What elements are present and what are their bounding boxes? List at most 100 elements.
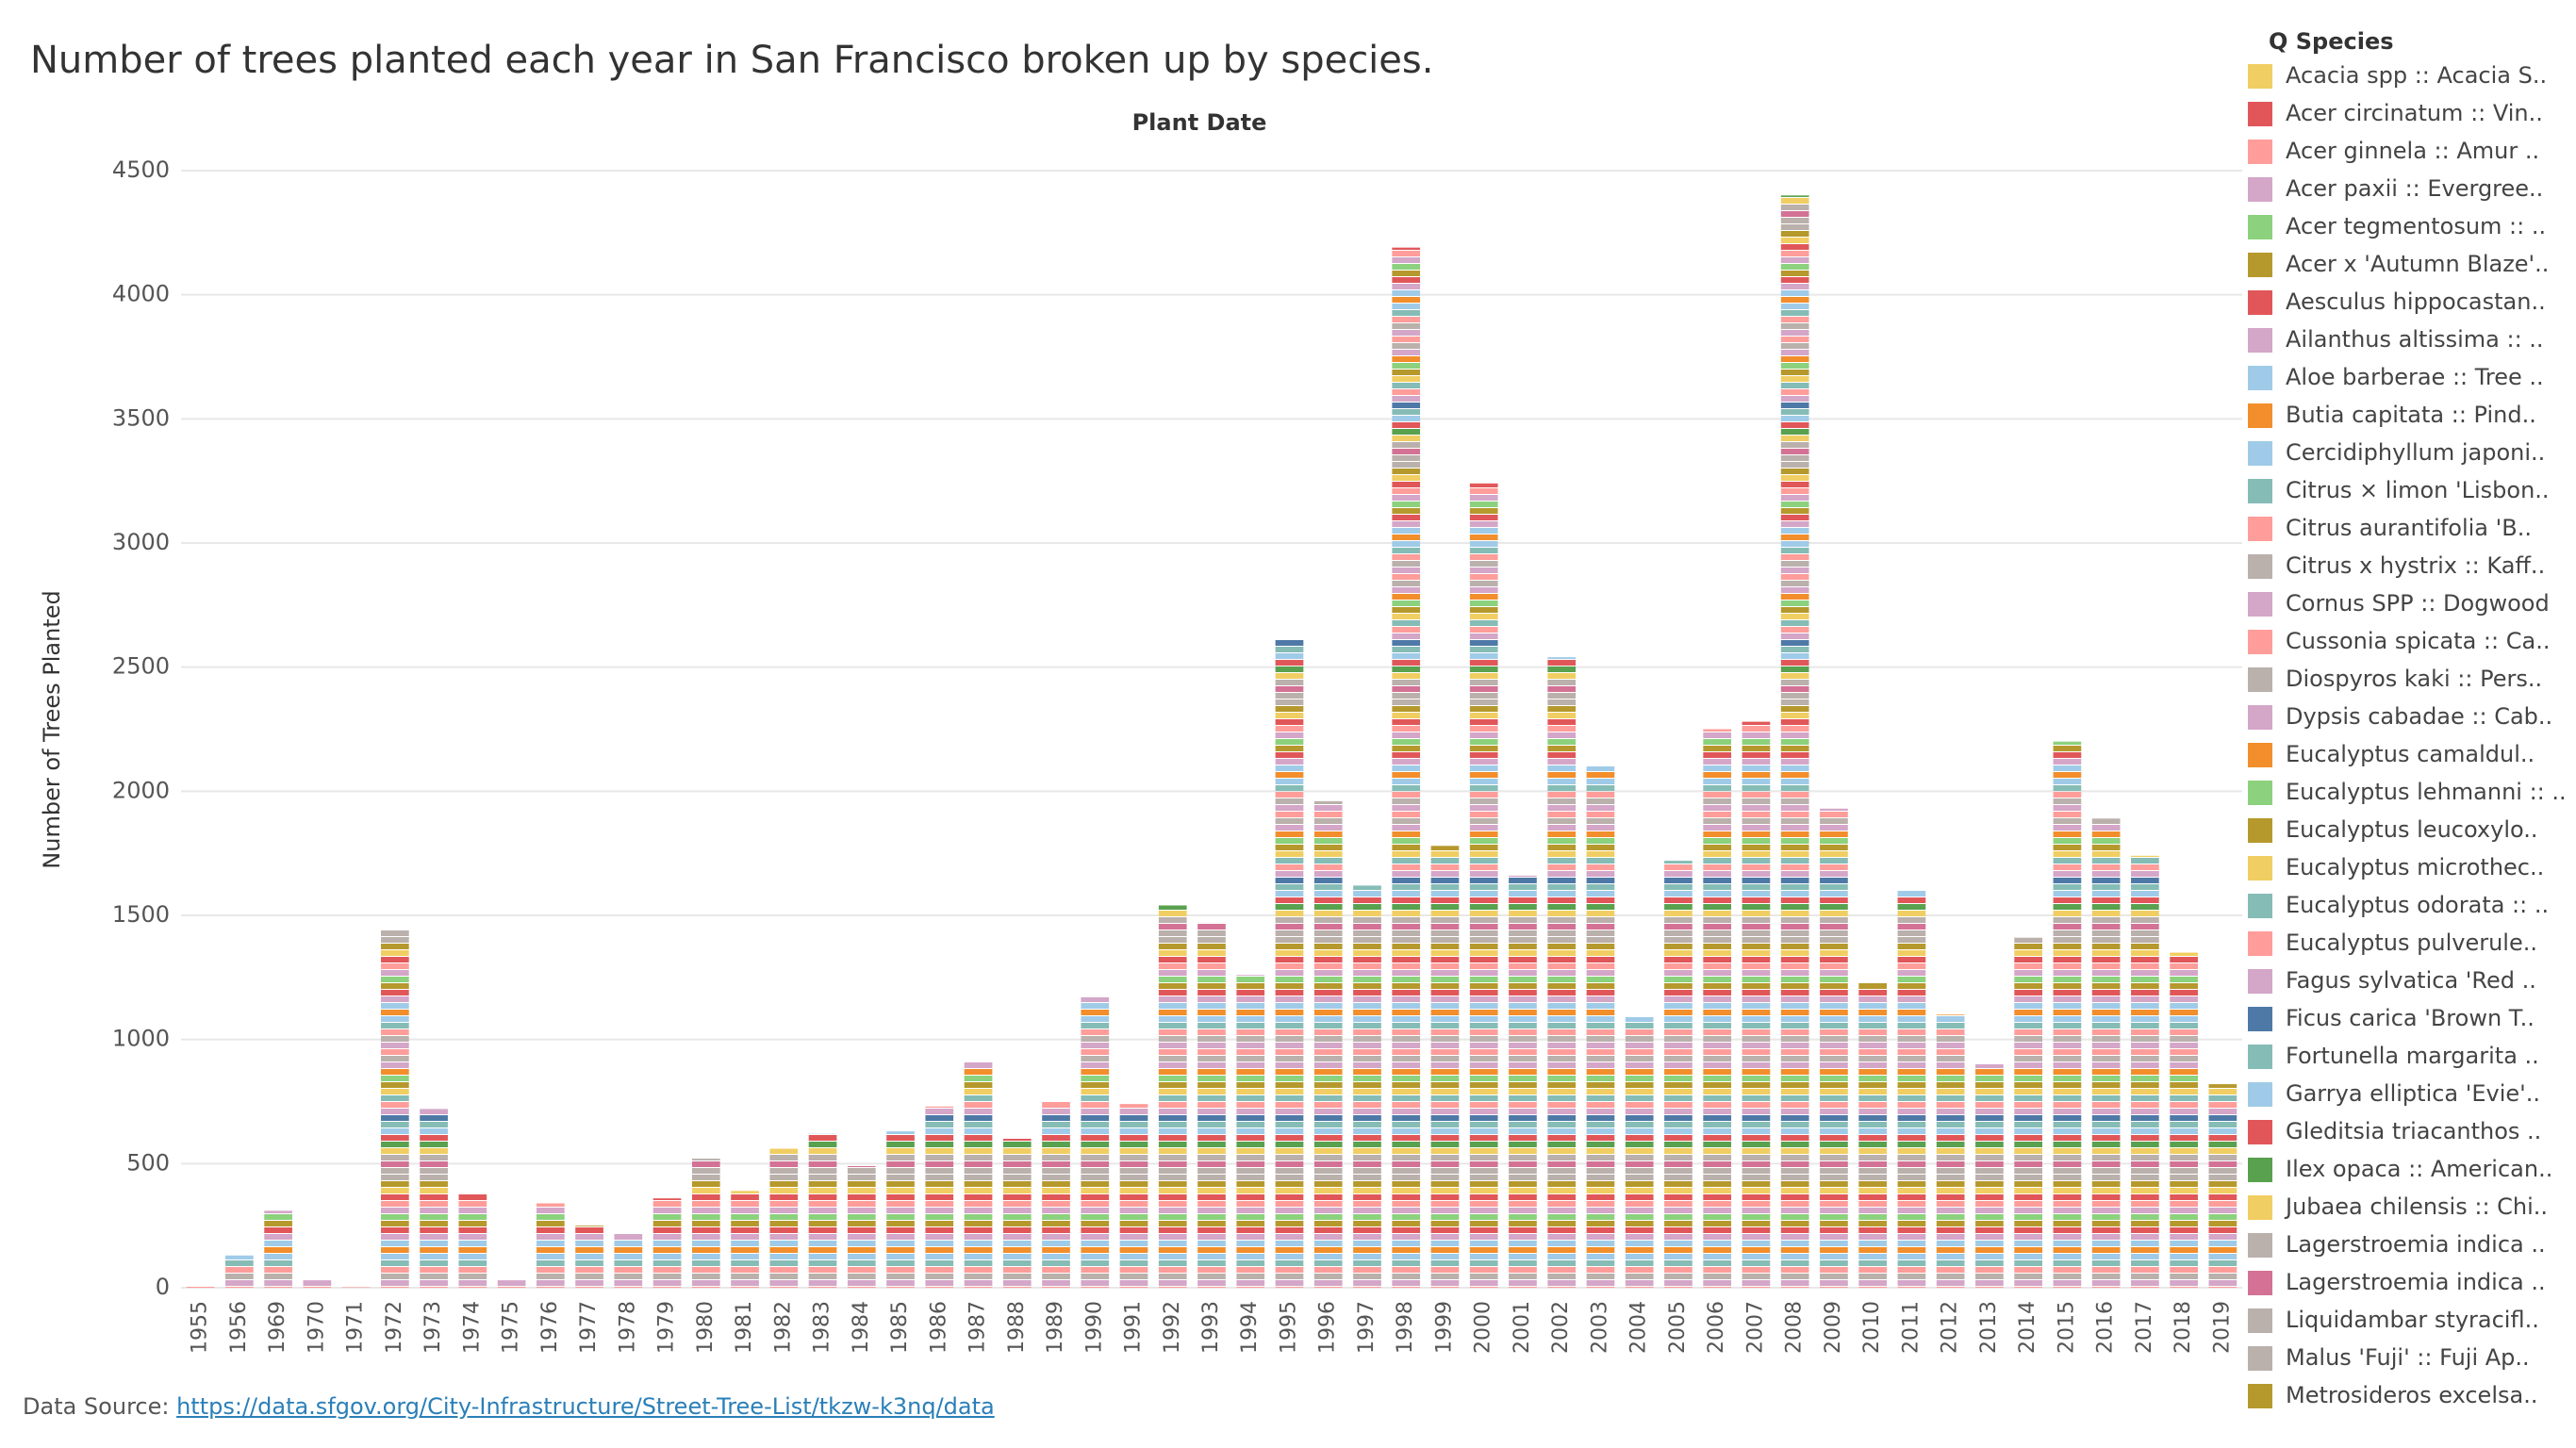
legend-swatch xyxy=(2248,856,2272,880)
bar xyxy=(614,1233,643,1288)
legend-swatch xyxy=(2248,1045,2272,1069)
bar xyxy=(303,1280,332,1288)
legend-swatch xyxy=(2248,894,2272,918)
x-tick-label: 2005 xyxy=(1666,1301,1690,1354)
bar xyxy=(497,1280,526,1288)
legend-label: Garrya elliptica 'Evie'.. xyxy=(2286,1080,2540,1107)
legend-label: Eucalyptus lehmanni :: .. xyxy=(2286,779,2567,805)
bar xyxy=(225,1255,254,1288)
x-tick-label: 1983 xyxy=(811,1301,834,1354)
x-tick-label: 2000 xyxy=(1472,1301,1495,1354)
y-tick-label: 500 xyxy=(126,1149,170,1176)
legend-label: Eucalyptus camaldul.. xyxy=(2286,741,2535,767)
x-tick-label: 2019 xyxy=(2210,1301,2234,1354)
x-tick-label: 1999 xyxy=(1432,1301,1456,1354)
bar xyxy=(1197,922,1226,1288)
legend-label: Acer ginnela :: Amur .. xyxy=(2286,138,2539,164)
x-axis-title: Plant Date xyxy=(1132,109,1267,136)
bar xyxy=(1664,861,1693,1288)
x-tick-label: 1994 xyxy=(1238,1301,1262,1354)
legend: Q Species Acacia spp :: Acacia S..Acer c… xyxy=(2248,28,2567,1408)
y-tick-label: 1500 xyxy=(112,901,170,928)
legend-label: Lagerstroemia indica .. xyxy=(2286,1231,2546,1258)
legend-label: Eucalyptus microthec.. xyxy=(2286,854,2544,880)
legend-label: Fagus sylvatica 'Red .. xyxy=(2286,967,2536,994)
legend-label: Ficus carica 'Brown T.. xyxy=(2286,1005,2535,1031)
legend-swatch xyxy=(2248,517,2272,541)
x-tick-label: 1990 xyxy=(1082,1301,1106,1354)
bar xyxy=(2208,1084,2237,1288)
y-tick-label: 3000 xyxy=(112,529,170,555)
x-tick-label: 2008 xyxy=(1783,1301,1807,1354)
legend-swatch xyxy=(2248,743,2272,767)
legend-label: Ilex opaca :: American.. xyxy=(2286,1156,2552,1182)
x-tick-label: 2012 xyxy=(1939,1301,1962,1354)
x-tick-label: 1970 xyxy=(305,1301,328,1354)
x-tick-label: 1973 xyxy=(421,1301,445,1354)
legend-swatch xyxy=(2248,140,2272,164)
legend-swatch xyxy=(2248,781,2272,805)
x-tick-label: 1974 xyxy=(460,1301,484,1354)
bar xyxy=(458,1193,487,1288)
x-tick-label: 2001 xyxy=(1511,1301,1534,1354)
bar xyxy=(1858,982,1888,1288)
legend-label: Cussonia spicata :: Ca.. xyxy=(2286,628,2550,654)
bar xyxy=(1742,721,1771,1288)
legend-swatch xyxy=(2248,1233,2272,1258)
bar xyxy=(964,1061,993,1288)
x-tick-label: 1993 xyxy=(1199,1301,1223,1354)
legend-swatch xyxy=(2248,1271,2272,1295)
bar xyxy=(2091,818,2121,1288)
source-label: Data Source: xyxy=(23,1393,170,1420)
bar xyxy=(1625,1016,1654,1288)
x-tick-label: 1988 xyxy=(1005,1301,1029,1354)
x-tick-label: 1972 xyxy=(383,1301,406,1354)
x-tick-label: 1991 xyxy=(1122,1301,1146,1354)
x-tick-label: 2006 xyxy=(1705,1301,1728,1354)
x-tick-label: 1978 xyxy=(616,1301,639,1354)
legend-swatch xyxy=(2248,1384,2272,1408)
x-tick-label: 1997 xyxy=(1355,1301,1379,1354)
x-tick-label: 1955 xyxy=(189,1301,212,1354)
bar xyxy=(1313,800,1343,1288)
bar xyxy=(1703,729,1732,1288)
x-tick-label: 1979 xyxy=(655,1301,679,1354)
legend-label: Gleditsia triacanthos .. xyxy=(2286,1118,2541,1144)
x-tick-label: 1977 xyxy=(577,1301,601,1354)
source-link[interactable]: https://data.sfgov.org/City-Infrastructu… xyxy=(176,1393,995,1420)
legend-label: Aesculus hippocastan.. xyxy=(2286,288,2546,315)
x-tick-label: 1969 xyxy=(266,1301,289,1354)
legend-label: Acer tegmentosum :: .. xyxy=(2286,213,2546,239)
legend-swatch xyxy=(2248,1308,2272,1333)
legend-label: Butia capitata :: Pind.. xyxy=(2286,402,2536,428)
legend-swatch xyxy=(2248,818,2272,843)
bar xyxy=(691,1159,720,1288)
bar xyxy=(2131,855,2159,1288)
legend-label: Eucalyptus pulverule.. xyxy=(2286,930,2537,956)
x-tick-label: 2014 xyxy=(2016,1301,2039,1354)
legend-swatch xyxy=(2248,403,2272,428)
bar xyxy=(1469,483,1498,1288)
legend-swatch xyxy=(2248,1007,2272,1031)
bar xyxy=(1275,639,1304,1288)
bar xyxy=(1353,885,1381,1288)
legend-swatch xyxy=(2248,705,2272,730)
legend-swatch xyxy=(2248,1195,2272,1220)
bar xyxy=(886,1131,915,1288)
x-tick-label: 1985 xyxy=(888,1301,912,1354)
x-tick-label: 1976 xyxy=(538,1301,562,1354)
legend-swatch xyxy=(2248,253,2272,277)
bar xyxy=(381,930,409,1288)
bar xyxy=(341,1287,371,1288)
bar xyxy=(575,1226,603,1288)
bar xyxy=(2053,741,2082,1288)
x-tick-label: 2015 xyxy=(2055,1301,2078,1354)
legend-swatch xyxy=(2248,1158,2272,1182)
x-tick-label: 1981 xyxy=(733,1301,756,1354)
bar xyxy=(1002,1139,1032,1288)
y-tick-label: 4500 xyxy=(112,156,170,183)
legend-swatch xyxy=(2248,1120,2272,1144)
bar xyxy=(847,1165,876,1288)
x-tick-label: 1982 xyxy=(771,1301,795,1354)
bar xyxy=(925,1106,954,1288)
